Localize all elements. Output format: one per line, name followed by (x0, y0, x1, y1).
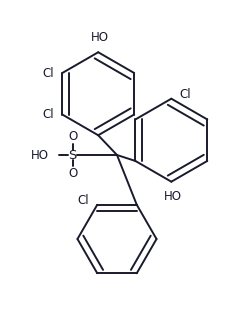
Text: Cl: Cl (179, 88, 191, 101)
Text: HO: HO (164, 190, 182, 203)
Text: HO: HO (31, 148, 49, 162)
Text: O: O (68, 167, 77, 180)
Text: Cl: Cl (43, 108, 54, 121)
Text: O: O (68, 130, 77, 143)
Text: S: S (68, 148, 77, 162)
Text: Cl: Cl (43, 66, 54, 80)
Text: Cl: Cl (78, 194, 89, 207)
Text: HO: HO (91, 31, 109, 44)
